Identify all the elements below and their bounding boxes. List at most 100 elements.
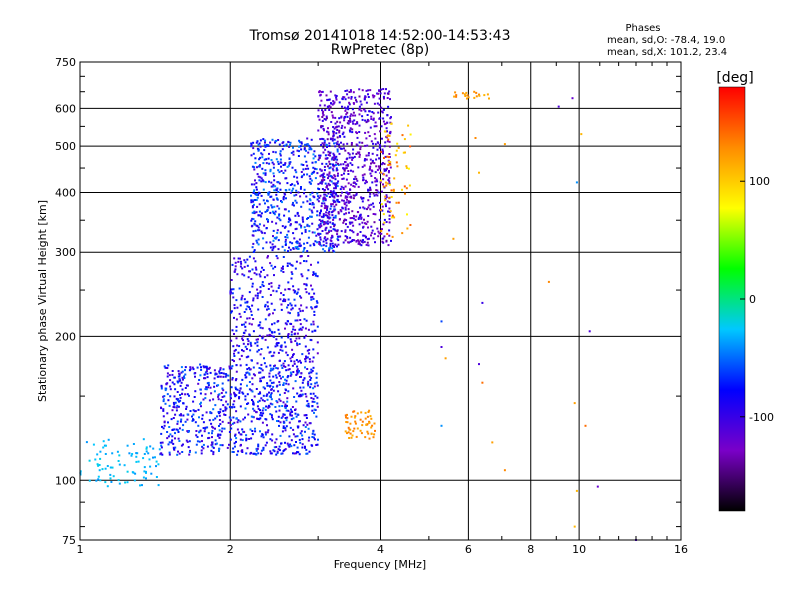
data-point bbox=[317, 129, 320, 132]
data-point bbox=[337, 211, 340, 214]
data-point bbox=[272, 172, 275, 175]
data-point bbox=[387, 244, 390, 247]
data-point bbox=[319, 222, 322, 225]
data-point bbox=[251, 383, 254, 386]
data-point bbox=[349, 115, 352, 117]
data-point bbox=[351, 217, 354, 219]
data-point bbox=[378, 218, 381, 221]
data-point bbox=[244, 416, 246, 419]
data-point bbox=[313, 150, 316, 153]
data-point bbox=[365, 243, 368, 246]
data-point bbox=[388, 156, 390, 159]
data-point bbox=[378, 146, 381, 149]
data-point bbox=[286, 442, 289, 445]
data-point bbox=[232, 451, 235, 453]
data-point bbox=[277, 390, 280, 393]
data-point bbox=[364, 158, 367, 160]
data-point bbox=[256, 405, 259, 408]
data-point bbox=[373, 102, 376, 105]
data-point bbox=[349, 200, 352, 203]
data-point bbox=[301, 216, 304, 219]
data-point bbox=[250, 201, 253, 204]
data-point bbox=[266, 382, 269, 385]
data-point bbox=[304, 366, 306, 369]
data-point bbox=[168, 404, 171, 407]
data-point bbox=[267, 193, 270, 196]
data-point bbox=[325, 239, 328, 242]
data-point bbox=[369, 415, 372, 418]
data-point bbox=[308, 360, 311, 363]
data-point bbox=[318, 154, 321, 157]
data-point bbox=[258, 229, 261, 232]
data-point bbox=[409, 145, 412, 148]
data-point bbox=[221, 382, 224, 385]
data-point bbox=[126, 444, 129, 447]
data-point bbox=[224, 375, 227, 378]
data-point bbox=[287, 375, 290, 378]
data-point bbox=[336, 125, 338, 128]
data-point bbox=[197, 408, 200, 411]
data-point bbox=[284, 345, 287, 348]
data-point bbox=[143, 453, 146, 455]
data-point bbox=[279, 154, 282, 157]
data-point bbox=[271, 161, 274, 164]
data-point bbox=[257, 226, 260, 229]
data-point bbox=[344, 235, 347, 238]
data-point bbox=[342, 177, 345, 180]
data-point bbox=[280, 416, 283, 419]
data-point bbox=[255, 186, 258, 189]
data-point bbox=[343, 106, 346, 109]
data-point bbox=[319, 138, 322, 141]
data-point bbox=[267, 288, 270, 290]
data-point bbox=[328, 196, 331, 198]
data-point bbox=[298, 453, 301, 456]
data-point bbox=[325, 186, 328, 189]
data-point bbox=[264, 169, 267, 172]
data-point bbox=[355, 178, 358, 180]
data-point bbox=[220, 430, 223, 433]
data-point bbox=[346, 421, 349, 424]
data-point bbox=[289, 219, 292, 222]
data-point bbox=[324, 198, 327, 201]
data-point bbox=[247, 402, 250, 405]
data-point bbox=[384, 141, 387, 144]
data-point bbox=[361, 115, 364, 118]
data-point bbox=[324, 214, 327, 217]
data-point bbox=[300, 176, 303, 179]
data-point bbox=[240, 433, 243, 436]
data-point bbox=[272, 267, 275, 270]
data-point bbox=[261, 376, 264, 379]
data-point bbox=[286, 376, 289, 379]
data-point bbox=[342, 143, 345, 146]
data-point bbox=[92, 443, 95, 446]
data-point bbox=[296, 245, 299, 248]
data-point bbox=[332, 182, 335, 185]
data-point bbox=[189, 410, 192, 412]
data-point bbox=[250, 344, 253, 347]
data-point bbox=[175, 406, 178, 409]
data-point bbox=[385, 174, 388, 177]
data-point bbox=[274, 441, 277, 444]
data-point bbox=[270, 334, 273, 337]
data-point bbox=[334, 216, 337, 219]
data-point bbox=[367, 152, 370, 154]
data-point bbox=[328, 160, 331, 163]
data-point bbox=[211, 425, 214, 428]
data-point bbox=[356, 136, 359, 139]
data-point bbox=[389, 130, 392, 133]
data-point bbox=[349, 422, 352, 425]
data-point bbox=[217, 395, 220, 398]
data-point bbox=[203, 373, 206, 376]
data-point bbox=[311, 202, 314, 204]
data-point bbox=[328, 109, 331, 111]
data-point bbox=[296, 372, 299, 375]
data-point bbox=[324, 148, 327, 151]
data-point bbox=[260, 367, 263, 370]
data-point bbox=[268, 180, 270, 183]
data-point bbox=[204, 377, 207, 380]
data-point bbox=[440, 424, 443, 427]
data-point bbox=[253, 210, 256, 213]
data-point bbox=[339, 194, 342, 197]
data-point bbox=[318, 91, 321, 94]
data-point bbox=[318, 218, 321, 221]
